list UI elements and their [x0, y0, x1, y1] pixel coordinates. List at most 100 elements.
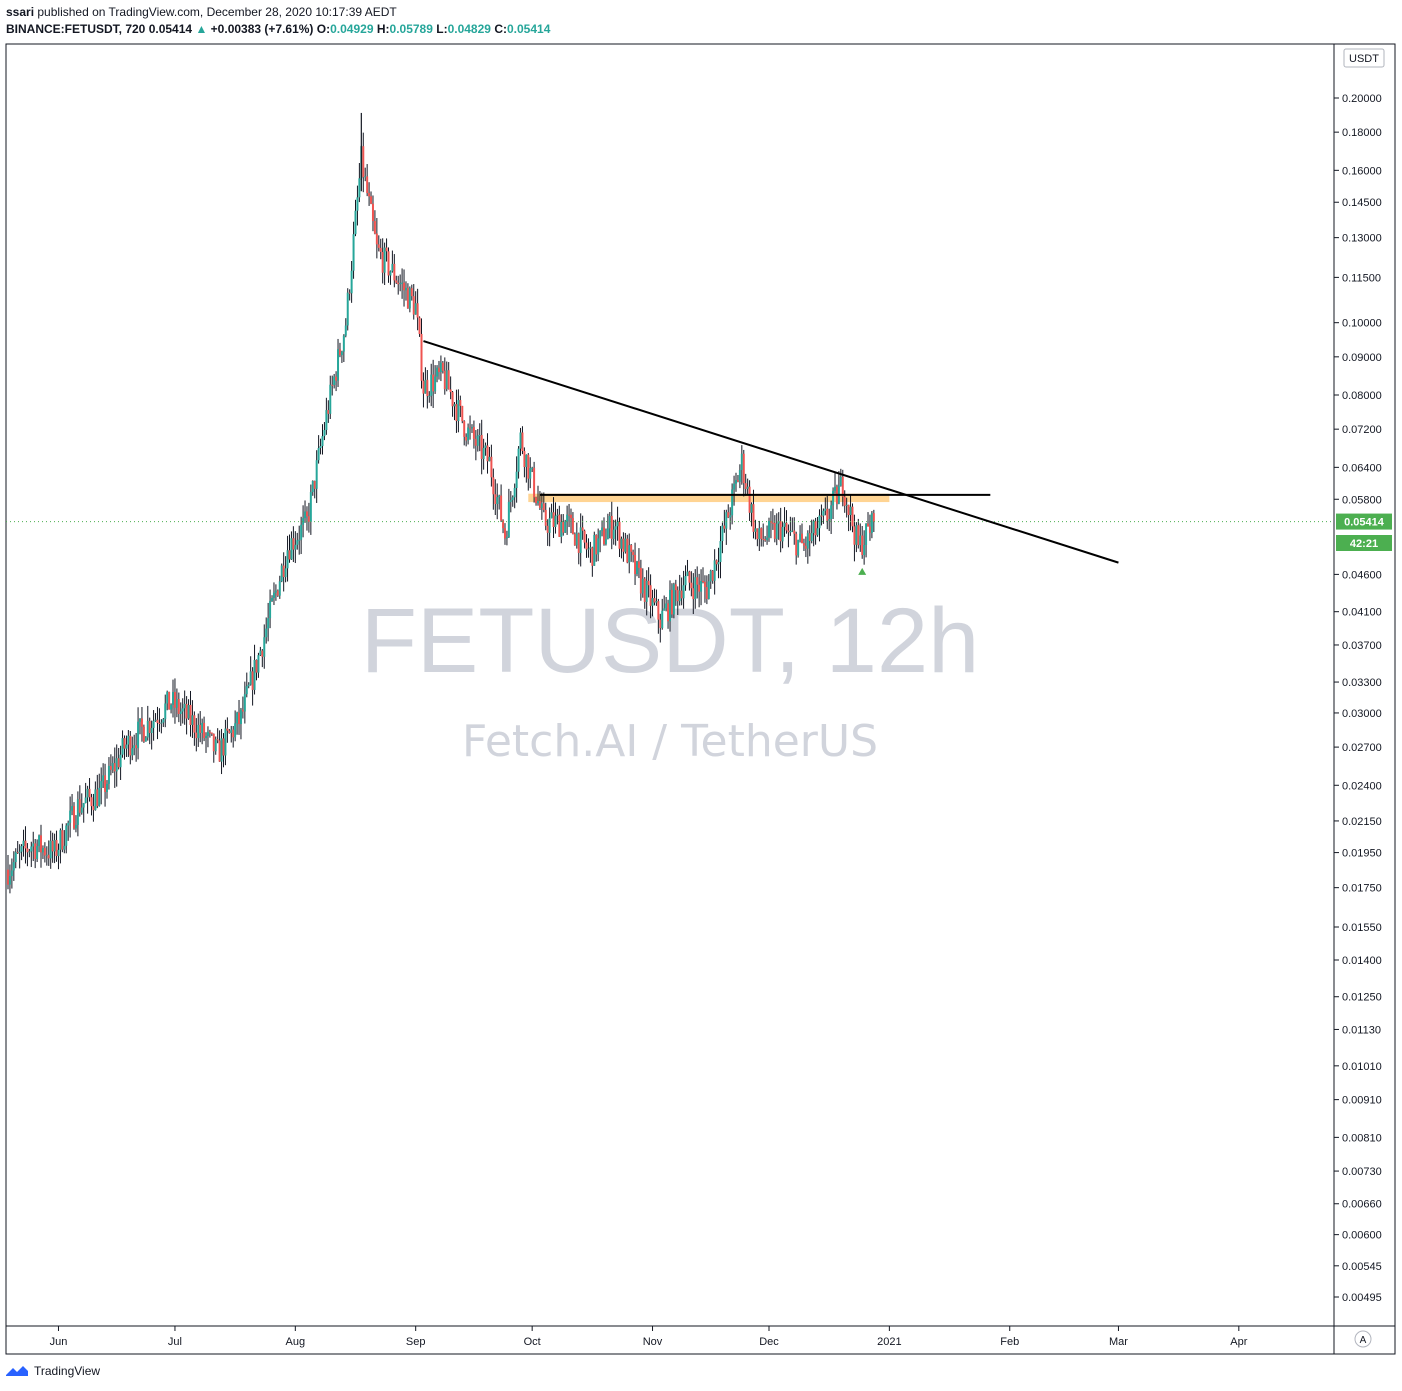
candle-body: [164, 703, 167, 720]
candle-body: [651, 598, 654, 606]
candle-body: [135, 745, 138, 749]
price-axis[interactable]: 0.20000 0.18000 0.16000 0.14500 0.13000 0.115…: [1334, 93, 1382, 1304]
candle-body: [665, 603, 668, 609]
candle-body: [84, 797, 87, 803]
candle-body: [86, 788, 89, 798]
candle-body: [377, 244, 380, 248]
time-axis[interactable]: Jun Jul Aug Sep Oct Nov Dec 2021 Feb Mar Apr: [50, 1326, 1248, 1348]
candle-body: [470, 427, 473, 429]
candle-body: [424, 379, 427, 394]
candle-body: [449, 389, 452, 393]
candle-body: [738, 469, 741, 482]
candle-body: [337, 349, 340, 381]
candle-body: [280, 565, 283, 582]
candle-body: [554, 515, 557, 528]
candle-body: [754, 528, 757, 532]
candle-body: [292, 538, 295, 550]
candle-body: [861, 535, 864, 556]
candle-body: [170, 704, 173, 710]
candle-body: [795, 533, 798, 556]
candle-body: [247, 684, 250, 687]
x-tick-label: Sep: [406, 1336, 426, 1348]
candle-body: [459, 400, 462, 406]
candle-body: [286, 550, 289, 569]
candle-body: [430, 374, 433, 396]
candle-body: [608, 515, 611, 529]
candle-body: [358, 178, 361, 198]
candle-body: [500, 495, 503, 521]
candle-body: [333, 376, 336, 386]
publisher-name: ssari: [6, 5, 35, 19]
y-tick-label: 0.02400: [1342, 780, 1382, 792]
candle-body: [690, 582, 693, 589]
candle-body: [224, 728, 227, 756]
x-tick-label: Apr: [1230, 1336, 1247, 1348]
y-tick-label: 0.04100: [1342, 607, 1382, 619]
candle-body: [845, 504, 848, 506]
candle-body: [399, 283, 402, 285]
candle-body: [517, 448, 520, 472]
candle-body: [870, 513, 873, 533]
candle-body: [729, 515, 732, 518]
candle-body: [707, 581, 710, 599]
candle-body: [820, 515, 823, 517]
y-tick-label: 0.00810: [1342, 1132, 1382, 1144]
high-label: H:: [376, 22, 390, 36]
candle-body: [793, 530, 796, 534]
auto-scale-button[interactable]: [1354, 1330, 1372, 1348]
candle-body: [535, 497, 538, 504]
candle-body: [115, 758, 118, 772]
y-tick-label: 0.13000: [1342, 233, 1382, 245]
candle-body: [476, 435, 479, 446]
y-tick-label: 0.01010: [1342, 1061, 1382, 1073]
candle-body: [342, 335, 345, 352]
candle-body: [346, 292, 349, 326]
candle-body: [779, 521, 782, 542]
candle-body: [490, 456, 493, 478]
candle-body: [150, 727, 153, 734]
candle-body: [630, 545, 633, 552]
candle-body: [137, 721, 140, 749]
candle-body: [789, 530, 792, 533]
candle-body: [12, 862, 15, 871]
candle-body: [857, 525, 860, 546]
candle-body: [478, 434, 481, 436]
candle-body: [381, 251, 384, 273]
candle-body: [92, 806, 95, 811]
candle-body: [818, 515, 821, 529]
y-tick-label: 0.01250: [1342, 992, 1382, 1004]
candle-body: [461, 405, 464, 422]
candle-body: [340, 351, 343, 356]
candle-body: [218, 740, 221, 762]
candle-body: [568, 514, 571, 516]
y-tick-label: 0.00660: [1342, 1199, 1382, 1211]
candle-body: [323, 429, 326, 437]
candle-body: [647, 580, 650, 586]
candle-body: [298, 539, 301, 541]
y-tick-label: 0.01550: [1342, 922, 1382, 934]
candle-body: [740, 453, 743, 470]
candle-body: [88, 788, 91, 798]
candle-body: [368, 193, 371, 197]
candle-body: [834, 486, 837, 491]
y-tick-label: 0.03700: [1342, 640, 1382, 652]
candle-body: [672, 584, 675, 615]
candle-body: [311, 481, 314, 493]
currency-box[interactable]: [1343, 48, 1385, 68]
candle-body: [191, 715, 194, 725]
candle-body: [123, 738, 126, 749]
candle-body: [692, 588, 695, 600]
candle-body: [808, 533, 811, 541]
candle-body: [404, 287, 407, 291]
candle-body: [119, 754, 122, 768]
candle-body: [288, 550, 291, 560]
candle-body: [700, 580, 703, 592]
candle-body: [531, 467, 534, 469]
candle-body: [843, 496, 846, 506]
candle-body: [403, 282, 406, 291]
candle-body: [839, 476, 842, 486]
candle-body: [810, 533, 813, 541]
candle-body: [313, 481, 316, 489]
candle-body: [550, 512, 553, 519]
